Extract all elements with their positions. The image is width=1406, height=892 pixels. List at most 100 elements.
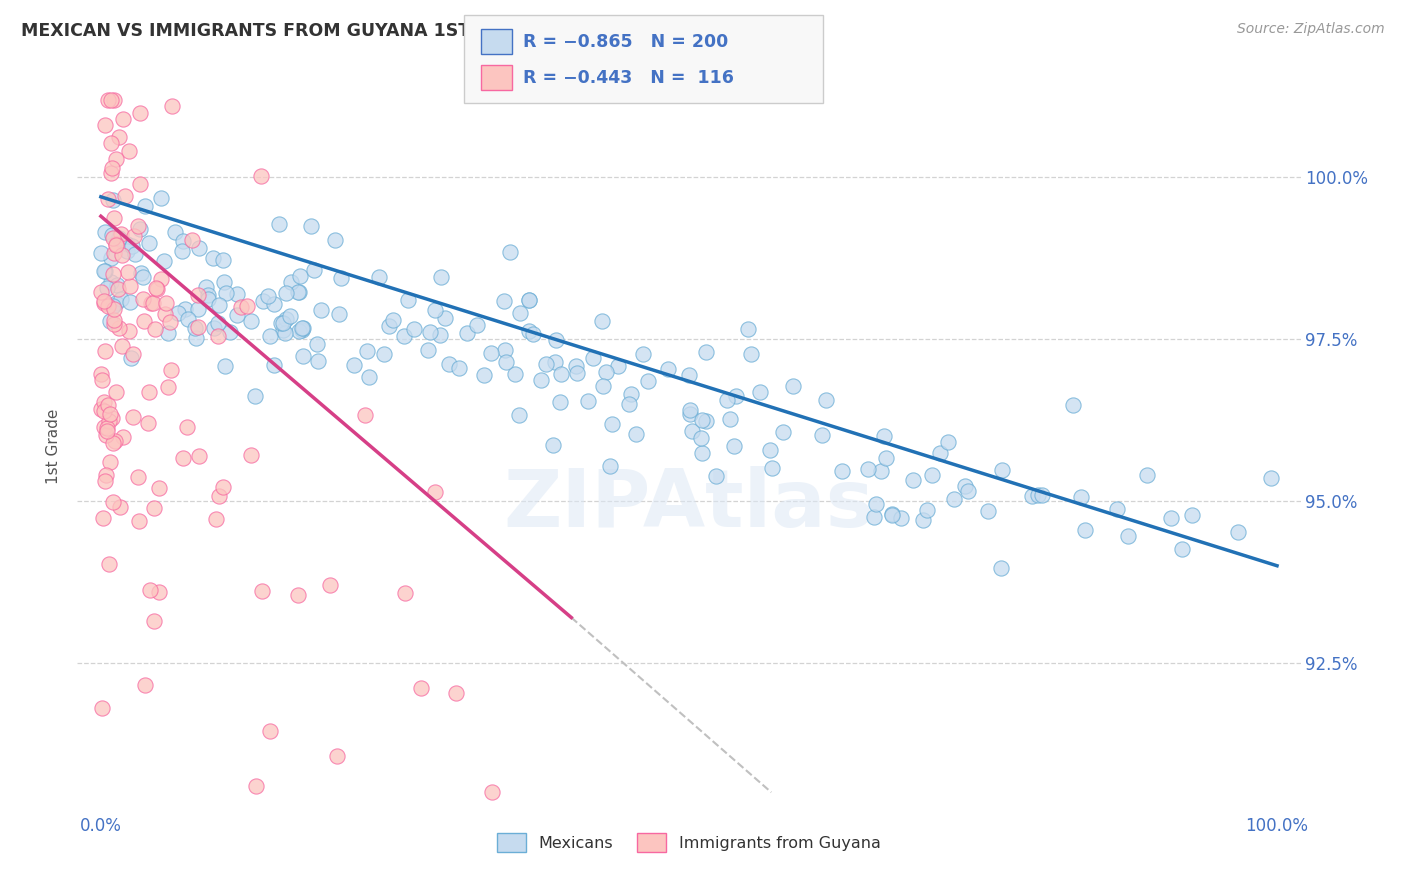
Point — [323, 233, 346, 247]
Point — [129, 106, 152, 120]
Point — [93, 395, 115, 409]
Point — [97, 414, 120, 428]
Point — [139, 296, 162, 310]
Point — [582, 351, 605, 365]
Point — [517, 325, 540, 339]
Point — [120, 351, 142, 365]
Point — [94, 475, 117, 489]
Point — [173, 301, 195, 316]
Point — [599, 459, 621, 474]
Point — [517, 293, 540, 307]
Text: R = −0.443   N =  116: R = −0.443 N = 116 — [523, 69, 734, 87]
Point — [163, 226, 186, 240]
Point — [290, 268, 312, 283]
Point — [595, 365, 617, 379]
Point — [250, 583, 273, 598]
Point — [197, 288, 219, 302]
Point — [104, 238, 127, 252]
Point — [103, 313, 125, 327]
Point — [252, 294, 274, 309]
Point — [494, 294, 516, 309]
Point — [723, 439, 745, 453]
Point — [444, 686, 467, 700]
Point — [856, 462, 879, 476]
Point — [138, 235, 160, 250]
Point — [419, 326, 441, 340]
Point — [433, 310, 456, 325]
Point — [108, 320, 131, 334]
Point — [114, 189, 136, 203]
Point — [187, 288, 209, 302]
Point — [138, 385, 160, 400]
Point — [429, 328, 451, 343]
Point — [201, 251, 224, 265]
Point — [1116, 528, 1139, 542]
Point — [990, 561, 1012, 575]
Point — [148, 481, 170, 495]
Point — [479, 345, 502, 359]
Point — [865, 497, 887, 511]
Point — [98, 314, 121, 328]
Point — [619, 397, 641, 411]
Point — [121, 409, 143, 424]
Point — [267, 217, 290, 231]
Point — [128, 514, 150, 528]
Point — [1226, 524, 1249, 539]
Point — [202, 321, 225, 335]
Point — [592, 379, 614, 393]
Point — [402, 321, 425, 335]
Point — [129, 177, 152, 191]
Point — [160, 99, 183, 113]
Point — [690, 446, 713, 460]
Point — [142, 296, 165, 310]
Point — [1171, 541, 1194, 556]
Point — [633, 347, 655, 361]
Point — [160, 363, 183, 377]
Point — [890, 511, 912, 525]
Point — [287, 285, 309, 299]
Point — [90, 402, 112, 417]
Point — [626, 426, 648, 441]
Point — [576, 393, 599, 408]
Point — [94, 225, 117, 239]
Point — [831, 464, 853, 478]
Point — [207, 328, 229, 343]
Point — [328, 307, 350, 321]
Point — [96, 281, 118, 295]
Point — [101, 495, 124, 509]
Point — [156, 326, 179, 341]
Point — [991, 463, 1014, 477]
Point — [239, 314, 262, 328]
Point — [1105, 501, 1128, 516]
Point — [93, 420, 115, 434]
Point — [245, 779, 267, 793]
Point — [495, 355, 517, 369]
Point — [177, 312, 200, 326]
Point — [100, 161, 122, 175]
Point — [93, 294, 115, 309]
Point — [692, 413, 714, 427]
Point — [143, 500, 166, 515]
Point — [188, 241, 211, 255]
Point — [105, 278, 128, 293]
Point — [291, 320, 314, 334]
Point — [481, 785, 503, 799]
Point — [166, 306, 188, 320]
Point — [105, 296, 128, 310]
Point — [367, 270, 389, 285]
Point — [129, 266, 152, 280]
Point — [107, 282, 129, 296]
Point — [782, 379, 804, 393]
Text: Source: ZipAtlas.com: Source: ZipAtlas.com — [1237, 22, 1385, 37]
Point — [97, 398, 120, 412]
Point — [425, 302, 447, 317]
Point — [503, 367, 526, 381]
Point — [236, 300, 259, 314]
Text: MEXICAN VS IMMIGRANTS FROM GUYANA 1ST GRADE CORRELATION CHART: MEXICAN VS IMMIGRANTS FROM GUYANA 1ST GR… — [21, 22, 759, 40]
Point — [456, 326, 478, 340]
Point — [118, 294, 141, 309]
Point — [1181, 508, 1204, 522]
Point — [304, 262, 326, 277]
Point — [257, 289, 280, 303]
Text: R = −0.865   N = 200: R = −0.865 N = 200 — [523, 33, 728, 51]
